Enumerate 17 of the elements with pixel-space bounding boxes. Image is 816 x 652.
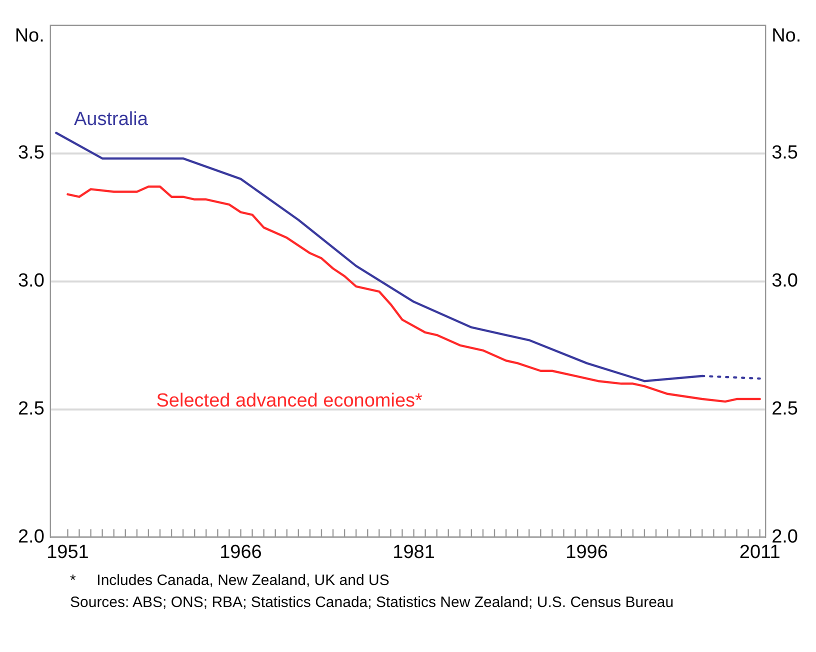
source-note: Sources: ABS; ONS; RBA; Statistics Canada; Statistics New Zealand; U.S. Census Bureau — [70, 593, 675, 613]
text: * Includes Canada, New Zealand, UK and US — [70, 571, 390, 591]
y-tick-label: 3.0 — [18, 270, 44, 292]
series-label: Australia — [74, 109, 148, 130]
x-tick-label: 1981 — [392, 542, 435, 563]
x-tick-label: 1966 — [220, 542, 262, 563]
y2-tick-label: 2.5 — [772, 398, 798, 420]
y-tick-label: 3.5 — [18, 142, 44, 164]
y2-tick-label: 3.0 — [772, 270, 798, 292]
y-tick-label: 2.5 — [18, 398, 44, 420]
y-axis-title: No. — [14, 25, 44, 46]
text: Selected advanced economies* — [156, 390, 424, 412]
x-tick-label: 1996 — [566, 542, 608, 563]
y2-tick-label: 3.5 — [772, 142, 798, 164]
y-tick-label: 2.0 — [18, 526, 44, 548]
x-tick-label: 1951 — [46, 542, 89, 563]
y2-axis-title: No. — [772, 25, 802, 46]
